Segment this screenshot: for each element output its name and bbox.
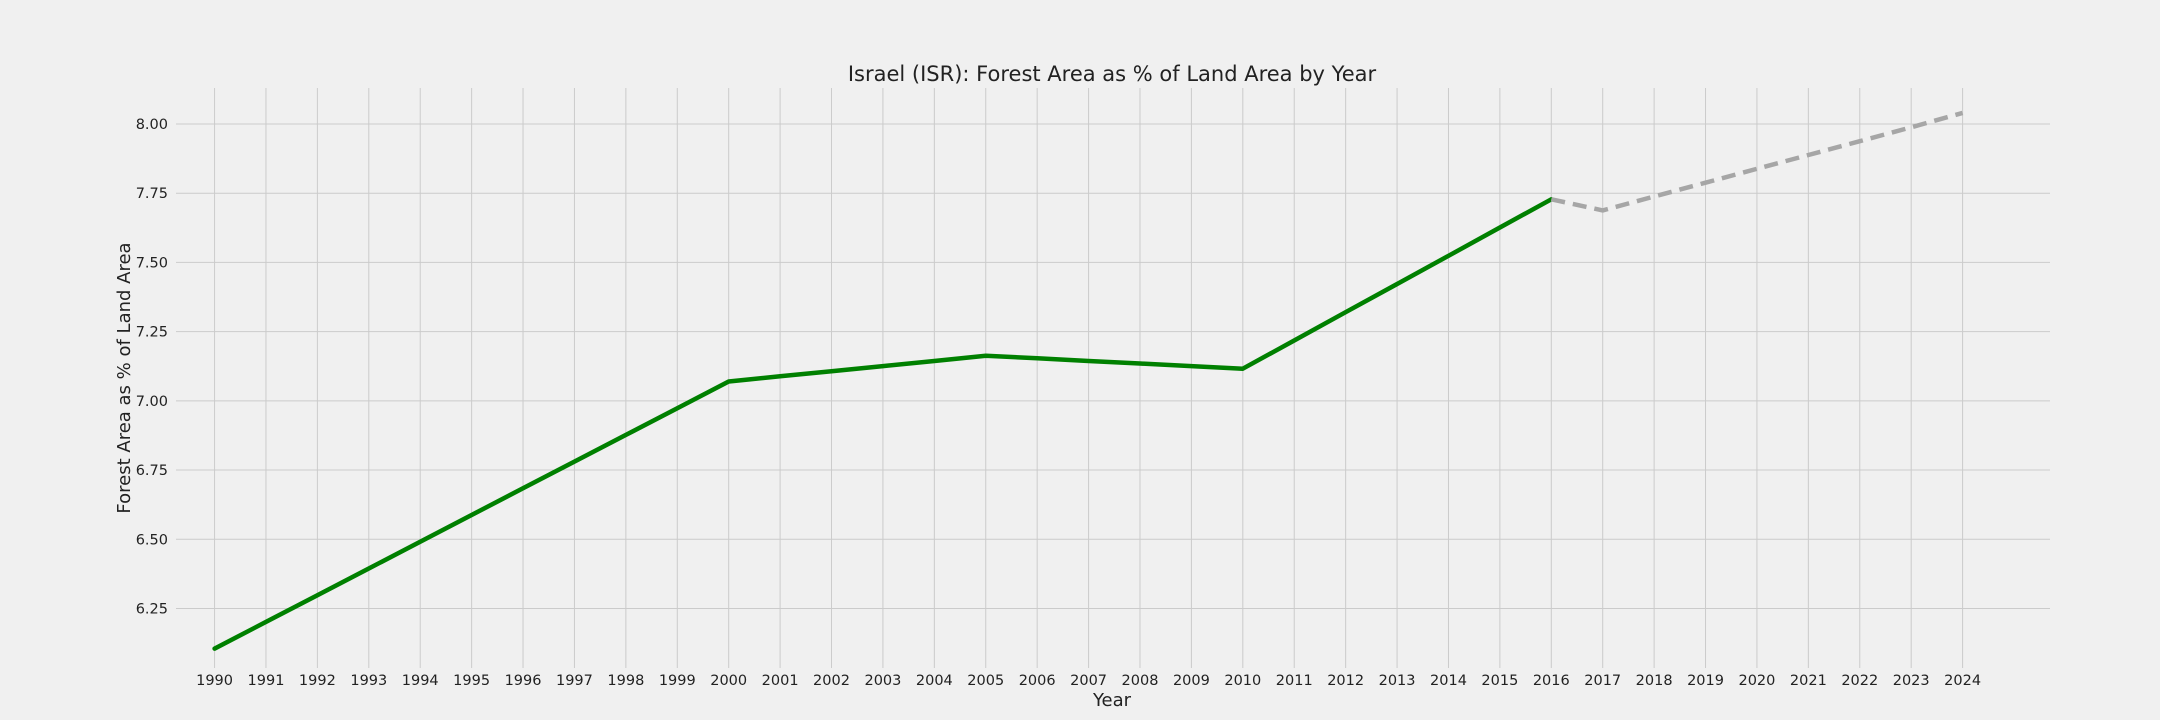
x-tick-label: 1990 — [196, 673, 233, 689]
y-tick-label: 6.25 — [136, 601, 168, 617]
x-tick-label: 2018 — [1636, 673, 1673, 689]
chart-title: Israel (ISR): Forest Area as % of Land A… — [848, 62, 1377, 86]
x-tick-label: 1998 — [607, 673, 644, 689]
grid-layer — [176, 88, 2050, 668]
series-layer — [212, 110, 1964, 651]
x-tick-label: 2019 — [1687, 673, 1724, 689]
x-tick-label: 1994 — [402, 673, 439, 689]
x-tick-label: 2017 — [1584, 673, 1621, 689]
x-tick-label: 2012 — [1327, 673, 1364, 689]
y-axis-label: Forest Area as % of Land Area — [114, 242, 135, 513]
x-tick-label: 1996 — [505, 673, 542, 689]
x-tick-label: 2006 — [1019, 673, 1056, 689]
x-tick-label: 2001 — [762, 673, 799, 689]
y-tick-label: 6.50 — [136, 532, 168, 548]
x-tick-label: 2010 — [1224, 673, 1261, 689]
x-tick-label: 2013 — [1379, 673, 1416, 689]
x-tick-label: 2003 — [864, 673, 901, 689]
y-tick-label: 8.00 — [136, 117, 168, 133]
x-axis-label: Year — [1092, 690, 1132, 711]
x-tick-label: 2007 — [1070, 673, 1107, 689]
x-tick-label: 1999 — [659, 673, 696, 689]
x-tick-label: 2021 — [1790, 673, 1827, 689]
x-tick-label: 2016 — [1533, 673, 1570, 689]
x-tick-label: 2002 — [813, 673, 850, 689]
x-tick-label: 2020 — [1738, 673, 1775, 689]
x-tick-label: 1991 — [248, 673, 285, 689]
x-tick-label: 2009 — [1173, 673, 1210, 689]
x-tick-label: 2005 — [967, 673, 1004, 689]
y-tick-label: 7.50 — [136, 255, 168, 271]
x-tick-label: 2024 — [1944, 673, 1981, 689]
y-tick-label: 6.75 — [136, 463, 168, 479]
x-tick-label: 2015 — [1481, 673, 1518, 689]
dashed-series-line — [1550, 110, 1964, 213]
x-tick-label: 1993 — [350, 673, 387, 689]
tick-layer: 1990 1991 1992 1993 1994 1995 1996 1997 1998 1999… — [136, 117, 1981, 689]
x-tick-label: 1995 — [453, 673, 490, 689]
x-tick-label: 2011 — [1276, 673, 1313, 689]
y-tick-label: 7.75 — [136, 186, 168, 202]
x-tick-label: 2023 — [1893, 673, 1930, 689]
y-tick-label: 7.00 — [136, 394, 168, 410]
x-tick-label: 2004 — [916, 673, 953, 689]
solid-series-line — [212, 197, 1554, 651]
x-tick-label: 2014 — [1430, 673, 1467, 689]
y-tick-label: 7.25 — [136, 325, 168, 341]
x-tick-label: 2022 — [1841, 673, 1878, 689]
x-tick-label: 1992 — [299, 673, 336, 689]
x-tick-label: 2008 — [1122, 673, 1159, 689]
x-tick-label: 1997 — [556, 673, 593, 689]
x-tick-label: 2000 — [710, 673, 747, 689]
